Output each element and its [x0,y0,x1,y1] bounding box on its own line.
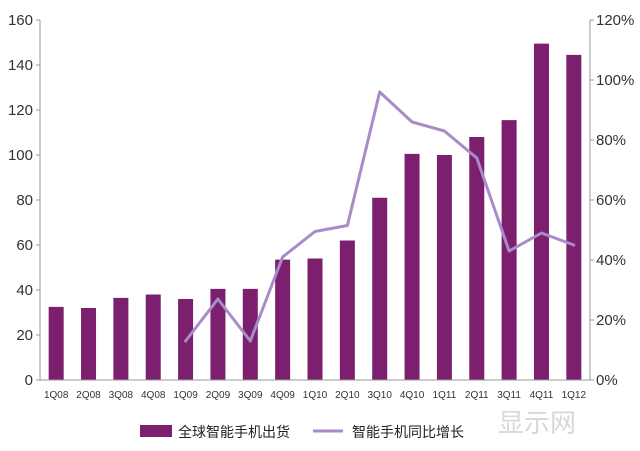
x-tick-3Q08: 3Q08 [109,390,134,401]
line-layer [184,90,576,343]
x-tick-4Q08: 4Q08 [141,390,166,401]
bar-layer [48,43,582,380]
left-tick-20: 20 [16,327,33,344]
right-tick-20pct: 20% [596,312,626,329]
bar-1Q08 [48,306,64,380]
bar-1Q12 [566,54,582,380]
left-tick-40: 40 [16,282,33,299]
x-tick-3Q10: 3Q10 [367,390,392,401]
right-tick-100pct: 100% [596,72,634,89]
legend-label-bar: 全球智能手机出货 [178,424,290,441]
growth-point-1Q09 [184,339,187,343]
x-tick-4Q09: 4Q09 [270,390,295,401]
x-tick-1Q08: 1Q08 [44,390,69,401]
growth-point-3Q09 [249,339,252,343]
x-tick-2Q11: 2Q11 [465,390,489,401]
growth-point-2Q10 [346,224,349,227]
right-tick-40pct: 40% [596,252,626,269]
bar-3Q08 [113,297,129,380]
x-tick-3Q09: 3Q09 [238,390,263,401]
x-tick-2Q09: 2Q09 [206,390,231,401]
right-tick-60pct: 60% [596,192,626,209]
bar-3Q09 [242,288,258,380]
right-tick-120pct: 120% [596,12,634,29]
left-tick-60: 60 [16,237,33,254]
left-tick-0: 0 [25,372,33,389]
bar-1Q11 [436,155,452,380]
bar-4Q09 [275,259,291,380]
x-tick-1Q12: 1Q12 [562,390,587,401]
growth-point-2Q11 [475,156,478,160]
bar-3Q10 [372,197,388,380]
x-tick-3Q11: 3Q11 [497,390,521,401]
x-tick-4Q11: 4Q11 [530,390,554,401]
x-tick-4Q10: 4Q10 [400,390,425,401]
x-tick-1Q11: 1Q11 [433,390,457,401]
right-tick-80pct: 80% [596,132,626,149]
bar-4Q10 [404,153,420,380]
x-tick-1Q09: 1Q09 [173,390,198,401]
bar-2Q09 [210,288,226,380]
bar-4Q11 [533,43,549,380]
growth-point-2Q09 [216,297,220,301]
left-tick-120: 120 [8,102,33,119]
x-tick-1Q10: 1Q10 [303,390,328,401]
bar-4Q08 [145,294,161,380]
left-tick-160: 160 [8,12,33,29]
growth-point-3Q10 [378,90,381,94]
legend: 全球智能手机出货 智能手机同比增长 [140,424,464,441]
bar-2Q11 [469,137,485,380]
left-tick-140: 140 [8,57,33,74]
left-tick-100: 100 [8,147,33,164]
x-axis-ticks: 1Q08 2Q08 3Q08 4Q08 1Q09 2Q09 3Q09 4Q09 1Q10 2Q10… [44,390,587,401]
growth-point-1Q12 [572,243,576,247]
x-tick-2Q08: 2Q08 [76,390,101,401]
bar-2Q08 [81,308,97,380]
growth-point-1Q11 [443,129,446,133]
growth-point-4Q09 [281,255,284,259]
watermark: 显示网 [498,409,576,439]
x-tick-2Q10: 2Q10 [335,390,360,401]
legend-swatch-bar [140,425,172,437]
bar-2Q10 [339,240,355,380]
axes-layer [36,19,594,381]
right-axis-ticks: 0% 20% 40% 60% 80% 100% 120% [596,12,634,389]
legend-label-line: 智能手机同比增长 [352,425,464,441]
growth-point-1Q10 [313,230,317,233]
growth-point-4Q10 [410,120,414,124]
bar-1Q10 [307,258,323,380]
left-axis-ticks: 0 20 40 60 80 100 120 140 160 [8,12,33,389]
growth-point-4Q11 [540,231,543,235]
growth-point-3Q11 [507,249,511,253]
left-tick-80: 80 [16,192,33,209]
right-tick-0pct: 0% [596,372,618,389]
